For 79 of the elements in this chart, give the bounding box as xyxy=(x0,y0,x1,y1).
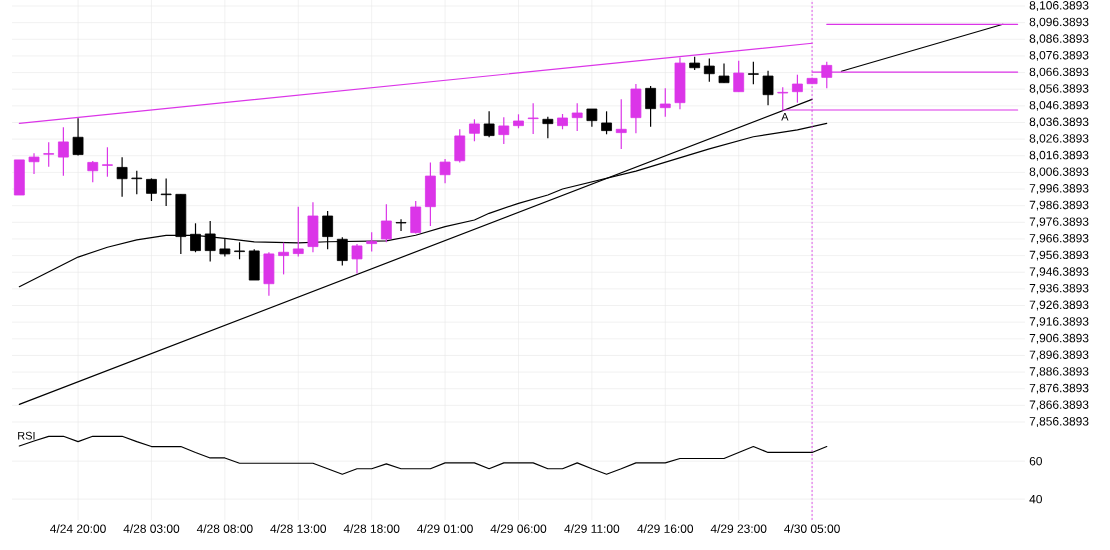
x-tick-label: 4/29 23:00 xyxy=(710,524,767,533)
y-tick-label: 7,986.3893 xyxy=(1029,200,1089,211)
y-tick-label: 8,026.3893 xyxy=(1029,134,1089,145)
y-tick-label: 7,936.3893 xyxy=(1029,283,1089,294)
y-tick-label: 7,866.3893 xyxy=(1029,400,1089,411)
annotation: A xyxy=(781,113,789,121)
x-tick-label: 4/30 05:00 xyxy=(784,524,840,533)
candlestick xyxy=(792,74,803,104)
candlestick xyxy=(395,218,407,232)
candlestick xyxy=(292,206,304,258)
candlestick xyxy=(498,116,510,145)
y-tick-label: 8,056.3893 xyxy=(1029,84,1089,95)
y-tick-label: 8,036.3893 xyxy=(1029,117,1089,128)
candlestick xyxy=(43,141,55,168)
x-tick-label: 4/29 06:00 xyxy=(490,524,547,533)
y-tick-label: 8,016.3893 xyxy=(1029,150,1089,161)
x-tick-label: 4/28 03:00 xyxy=(123,524,180,533)
x-tick-label: 4/28 13:00 xyxy=(270,524,327,533)
y2-tick-label: 60 xyxy=(1029,456,1042,466)
y-tick-label: 8,066.3893 xyxy=(1029,67,1089,78)
candlestick xyxy=(762,70,774,106)
y-tick-label: 8,096.3893 xyxy=(1029,17,1089,28)
candlestick xyxy=(571,102,583,132)
candlestick xyxy=(190,222,201,253)
x-tick-label: 4/29 01:00 xyxy=(417,524,473,533)
candlestick xyxy=(146,177,157,202)
candlestick xyxy=(542,116,554,139)
y-tick-label: 8,086.3893 xyxy=(1029,34,1089,45)
candlestick xyxy=(322,210,334,250)
candlestick xyxy=(278,242,289,275)
candlestick xyxy=(659,87,671,118)
candlestick xyxy=(366,231,378,253)
candlestick xyxy=(380,203,392,243)
candlestick xyxy=(469,118,480,142)
candlestick xyxy=(733,60,745,93)
y-tick-label: 7,876.3893 xyxy=(1029,383,1089,394)
candlestick xyxy=(57,126,69,177)
candlestick xyxy=(102,146,113,178)
x-tick-label: 4/29 16:00 xyxy=(637,524,694,533)
y-tick-label: 7,956.3893 xyxy=(1029,250,1089,261)
candlestick xyxy=(204,220,216,263)
candlestick xyxy=(219,238,231,258)
y-tick-label: 7,906.3893 xyxy=(1029,333,1089,344)
candlestick xyxy=(615,98,627,150)
annotation: RSI xyxy=(18,431,35,440)
candlestick xyxy=(131,170,143,195)
candlestick xyxy=(747,61,759,85)
candlestick xyxy=(336,236,348,267)
y-tick-label: 7,976.3893 xyxy=(1029,217,1089,228)
candlestick xyxy=(645,85,656,128)
y-tick-label: 7,916.3893 xyxy=(1029,317,1089,328)
y-tick-label: 7,896.3893 xyxy=(1029,350,1089,361)
candlestick xyxy=(601,110,612,135)
candlestick xyxy=(703,57,715,83)
candlestick xyxy=(72,117,84,157)
x-tick-label: 4/24 20:00 xyxy=(50,524,106,533)
y-tick-label: 8,006.3893 xyxy=(1029,167,1089,178)
y-tick-label: 7,886.3893 xyxy=(1029,367,1089,378)
candlestick xyxy=(160,177,172,207)
candlestick xyxy=(28,152,40,175)
y-tick-label: 7,996.3893 xyxy=(1029,184,1089,194)
y-tick-label: 8,076.3893 xyxy=(1029,50,1089,61)
y-tick-label: 8,046.3893 xyxy=(1029,100,1089,111)
y-tick-label: 7,966.3893 xyxy=(1029,234,1089,244)
candlestick xyxy=(527,102,539,135)
candlestick xyxy=(439,158,451,184)
x-tick-label: 4/28 18:00 xyxy=(343,524,400,533)
y-tick-label: 8,106.3893 xyxy=(1029,1,1089,11)
x-tick-label: 4/29 11:00 xyxy=(564,524,620,533)
candlestick xyxy=(718,62,730,84)
x-tick-label: 4/28 08:00 xyxy=(196,524,253,533)
y-tick-label: 7,946.3893 xyxy=(1029,267,1089,278)
candlestick xyxy=(87,160,99,183)
candlestick xyxy=(351,243,363,274)
y-tick-label: 7,926.3893 xyxy=(1029,300,1089,311)
y-tick-label: 7,856.3893 xyxy=(1029,417,1089,427)
y2-tick-label: 40 xyxy=(1029,494,1042,504)
candlestick xyxy=(483,110,495,138)
candlestick xyxy=(116,156,128,198)
